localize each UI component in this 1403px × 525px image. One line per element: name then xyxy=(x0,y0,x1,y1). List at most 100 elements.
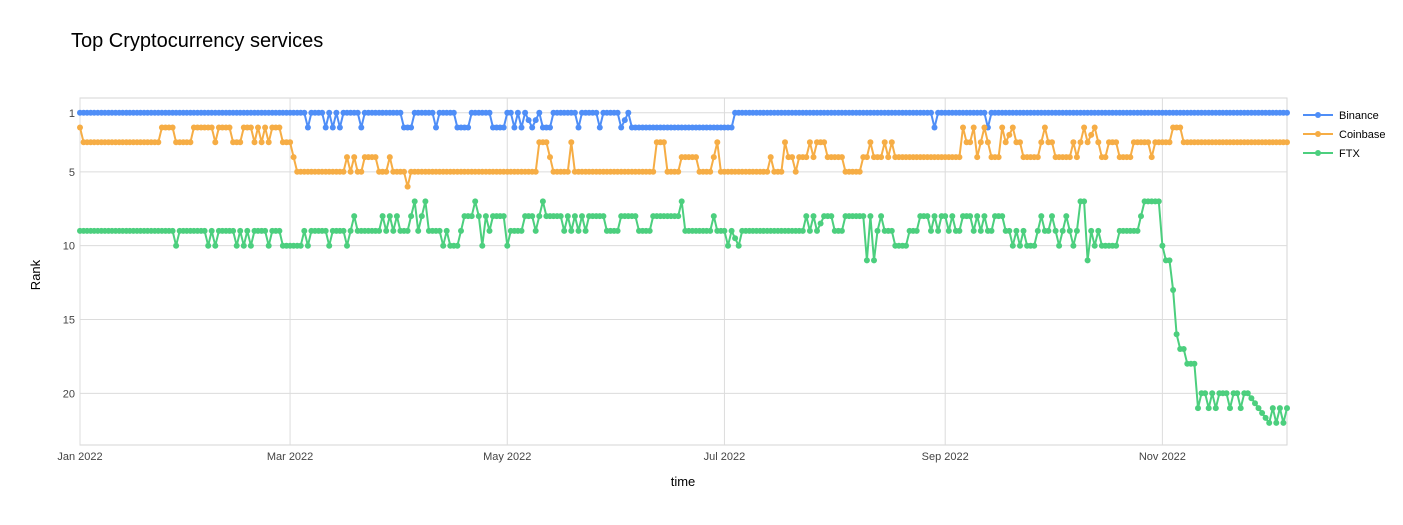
ftx-point xyxy=(1155,198,1162,205)
coinbase-point xyxy=(693,154,699,161)
coinbase-point xyxy=(287,139,294,146)
ftx-point xyxy=(1134,227,1141,234)
binance-point xyxy=(433,124,439,131)
ftx-point xyxy=(208,227,215,234)
ftx-legend-marker xyxy=(1315,150,1321,156)
ftx-point xyxy=(600,213,607,220)
coinbase-point xyxy=(867,139,874,146)
ftx-point xyxy=(1009,242,1016,249)
ftx-point xyxy=(276,227,283,234)
binance-point xyxy=(500,124,507,131)
coinbase-point xyxy=(1002,139,1009,146)
ftx-point xyxy=(1248,395,1255,402)
ftx-point xyxy=(1031,242,1038,249)
coinbase-point xyxy=(290,154,297,161)
ftx-point xyxy=(614,227,621,234)
coinbase-point xyxy=(888,139,895,146)
ftx-point xyxy=(956,227,963,234)
coinbase-point xyxy=(838,154,845,161)
binance-point xyxy=(931,124,938,131)
ftx-point xyxy=(482,213,489,220)
binance-point xyxy=(525,117,532,124)
ftx-point xyxy=(458,227,464,234)
ftx-point xyxy=(863,257,870,264)
ftx-point xyxy=(838,227,845,234)
ftx-point xyxy=(1234,390,1241,397)
ftx-point xyxy=(1205,405,1212,412)
binance-point xyxy=(507,109,514,116)
ftx-point xyxy=(212,242,219,249)
ftx-point xyxy=(344,242,350,249)
coinbase-point xyxy=(1038,139,1045,146)
ftx-point xyxy=(928,227,934,234)
ftx-point xyxy=(1259,410,1266,416)
coinbase-point xyxy=(532,168,539,175)
x-tick-label: Sep 2022 xyxy=(922,451,969,463)
binance-point xyxy=(301,109,308,116)
binance-point xyxy=(397,109,404,116)
ftx-point xyxy=(1166,257,1173,264)
ftx-point xyxy=(828,213,835,220)
ftx-point xyxy=(479,242,486,249)
ftx-point xyxy=(582,227,589,234)
ftx-point xyxy=(404,227,411,234)
coinbase-point xyxy=(789,154,796,161)
ftx-point xyxy=(440,242,447,249)
coinbase-point xyxy=(863,154,870,161)
ftx-point xyxy=(557,213,564,220)
binance-point xyxy=(514,109,521,116)
ftx-point xyxy=(1006,227,1013,234)
ftx-point xyxy=(201,227,208,234)
ftx-point xyxy=(725,242,731,249)
coinbase-point xyxy=(810,154,817,161)
coinbase-point xyxy=(1049,139,1055,146)
legend: Binance Coinbase FTX xyxy=(1303,110,1385,160)
ftx-point xyxy=(539,198,546,205)
coinbase-point xyxy=(1066,154,1073,161)
ftx-point xyxy=(443,227,450,234)
ftx-point xyxy=(1138,213,1144,220)
x-axis-title: time xyxy=(671,474,696,489)
coinbase-point xyxy=(792,168,799,175)
ftx-point xyxy=(408,213,415,220)
coinbase-point xyxy=(885,154,892,161)
ftx-point xyxy=(1091,242,1098,249)
binance-legend-marker xyxy=(1315,112,1321,118)
coinbase-point xyxy=(878,154,885,161)
ftx-point xyxy=(1066,227,1073,234)
ftx-point xyxy=(571,213,578,220)
ftx-point xyxy=(1170,287,1177,293)
ftx-point xyxy=(1180,346,1187,352)
binance-point xyxy=(319,109,326,116)
coinbase-point xyxy=(401,168,407,175)
coinbase-point xyxy=(340,168,347,175)
ftx-point xyxy=(383,227,390,234)
x-tick-label: Jul 2022 xyxy=(704,451,746,463)
ftx-point xyxy=(860,213,867,220)
coinbase-point xyxy=(1177,124,1184,131)
ftx-point xyxy=(436,227,443,234)
ftx-point xyxy=(878,213,885,220)
coinbase-point xyxy=(276,124,283,131)
coinbase-point xyxy=(258,139,265,146)
binance-point xyxy=(618,124,625,131)
series-layer xyxy=(77,109,1290,426)
ftx-point xyxy=(888,227,895,234)
coinbase-point xyxy=(255,124,261,131)
coinbase-point xyxy=(782,139,788,146)
ftx-point xyxy=(1049,213,1055,220)
ftx-point xyxy=(575,227,582,234)
ftx-point xyxy=(411,198,418,205)
binance-point xyxy=(981,109,988,116)
coinbase-point xyxy=(1009,124,1016,131)
ftx-point xyxy=(799,227,806,234)
ftx-point xyxy=(518,227,525,234)
ftx-point xyxy=(874,227,881,234)
coinbase-point xyxy=(977,139,984,146)
ftx-point xyxy=(867,213,874,220)
ftx-point xyxy=(568,227,575,234)
binance-point xyxy=(358,124,365,131)
coinbase-point xyxy=(984,139,991,146)
x-tick-label: Nov 2022 xyxy=(1139,451,1186,463)
